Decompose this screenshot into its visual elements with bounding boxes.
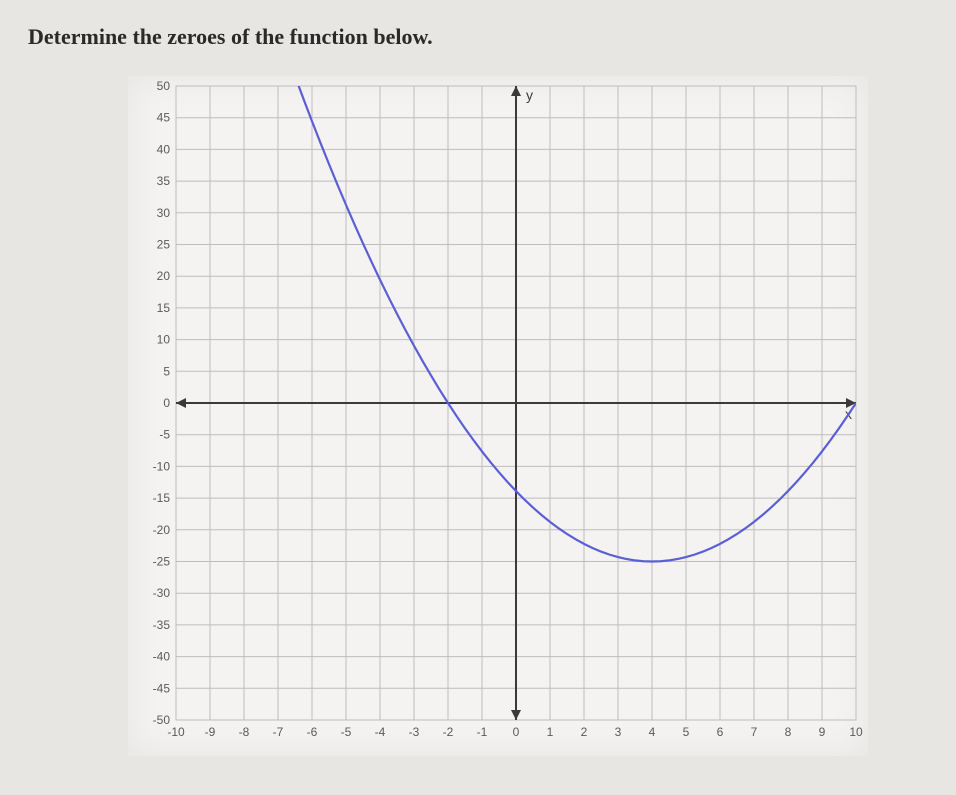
y-axis-label: y [526,87,533,103]
svg-text:45: 45 [157,111,171,125]
x-tick-labels: -10-9-8-7-6-5-4-3-2-1012345678910 [167,725,863,739]
svg-text:25: 25 [157,238,171,252]
svg-text:0: 0 [513,725,520,739]
svg-text:5: 5 [163,364,170,378]
svg-text:-45: -45 [153,681,171,695]
svg-text:-8: -8 [239,725,250,739]
question-prompt: Determine the zeroes of the function bel… [28,24,928,50]
y-tick-labels: 50454035302520151050-5-10-15-20-25-30-35… [153,79,171,727]
svg-text:15: 15 [157,301,171,315]
svg-text:-15: -15 [153,491,171,505]
svg-text:-20: -20 [153,523,171,537]
svg-text:0: 0 [163,396,170,410]
svg-text:-10: -10 [167,725,185,739]
svg-text:10: 10 [849,725,863,739]
svg-text:10: 10 [157,333,171,347]
svg-text:-30: -30 [153,586,171,600]
svg-text:2: 2 [581,725,588,739]
svg-text:-5: -5 [159,428,170,442]
svg-text:30: 30 [157,206,171,220]
svg-text:-1: -1 [477,725,488,739]
svg-text:-10: -10 [153,459,171,473]
svg-text:-4: -4 [375,725,386,739]
parabola-chart: yx50454035302520151050-5-10-15-20-25-30-… [128,76,868,756]
svg-text:-9: -9 [205,725,216,739]
svg-text:3: 3 [615,725,622,739]
svg-text:4: 4 [649,725,656,739]
svg-text:-5: -5 [341,725,352,739]
svg-text:-2: -2 [443,725,454,739]
svg-text:-6: -6 [307,725,318,739]
svg-text:-35: -35 [153,618,171,632]
svg-text:50: 50 [157,79,171,93]
svg-text:-25: -25 [153,555,171,569]
svg-text:7: 7 [751,725,758,739]
svg-text:35: 35 [157,174,171,188]
svg-text:-40: -40 [153,650,171,664]
svg-text:-7: -7 [273,725,284,739]
svg-text:8: 8 [785,725,792,739]
svg-text:9: 9 [819,725,826,739]
svg-text:6: 6 [717,725,724,739]
svg-text:-3: -3 [409,725,420,739]
svg-text:5: 5 [683,725,690,739]
svg-text:1: 1 [547,725,554,739]
svg-text:20: 20 [157,269,171,283]
svg-text:40: 40 [157,142,171,156]
chart-container: yx50454035302520151050-5-10-15-20-25-30-… [128,76,868,756]
